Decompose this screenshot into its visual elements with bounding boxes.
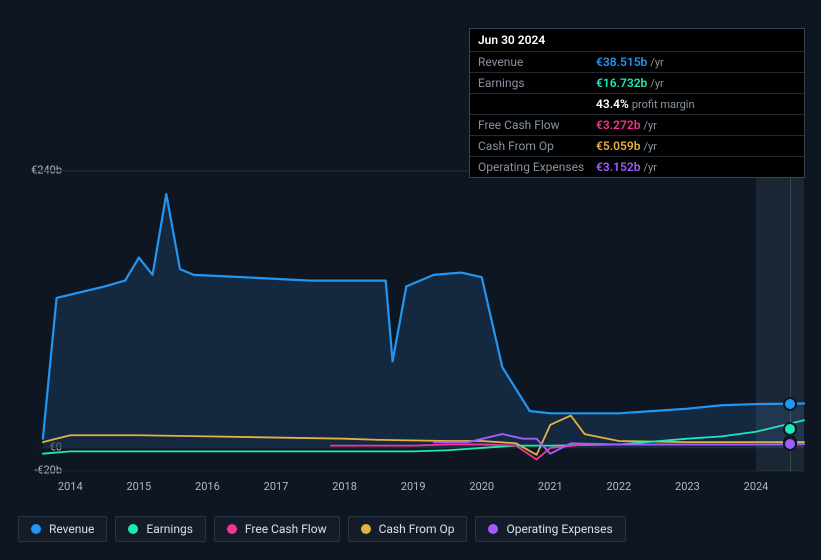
tooltip-row-suffix: /yr: [643, 140, 656, 153]
cursor-dot: [783, 437, 797, 451]
cursor-dot: [783, 422, 797, 436]
x-axis-label: 2021: [538, 480, 563, 493]
chart-area: €240b€0-€20b 201420152016201720182019202…: [18, 150, 808, 510]
x-axis-label: 2017: [264, 480, 289, 493]
x-axis-label: 2018: [332, 480, 357, 493]
plot-area[interactable]: [36, 170, 804, 471]
legend-item[interactable]: Operating Expenses: [475, 516, 625, 542]
tooltip-row: 43.4%profit margin: [470, 94, 804, 115]
legend-swatch: [31, 524, 41, 534]
tooltip-row-suffix: /yr: [643, 161, 656, 174]
x-axis-label: 2015: [126, 480, 151, 493]
x-axis-label: 2024: [744, 480, 769, 493]
x-axis-label: 2020: [469, 480, 494, 493]
legend-label: Free Cash Flow: [245, 522, 327, 536]
chart-legend: Revenue Earnings Free Cash Flow Cash From O…: [18, 516, 626, 542]
tooltip-row-label: Cash From Op: [478, 139, 596, 153]
x-axis-label: 2023: [675, 480, 700, 493]
financials-chart-widget: { "tooltip": { "date": "Jun 30 2024", "r…: [0, 0, 821, 560]
tooltip-row-label: Earnings: [478, 76, 596, 90]
tooltip-row-value: 43.4%: [596, 97, 629, 111]
tooltip-row-suffix: /yr: [650, 77, 663, 90]
tooltip-row-suffix: profit margin: [632, 98, 695, 111]
tooltip-row: Earnings€16.732b/yr: [470, 73, 804, 94]
legend-swatch: [227, 524, 237, 534]
chart-tooltip: Jun 30 2024 Revenue€38.515b/yrEarnings€1…: [469, 28, 805, 178]
x-axis-label: 2016: [195, 480, 220, 493]
legend-label: Earnings: [146, 522, 193, 536]
tooltip-row-value: €3.152b: [596, 160, 640, 174]
tooltip-row-value: €3.272b: [596, 118, 640, 132]
x-axis-label: 2014: [58, 480, 83, 493]
tooltip-row: Revenue€38.515b/yr: [470, 52, 804, 73]
legend-label: Operating Expenses: [506, 522, 612, 536]
tooltip-row-label: Revenue: [478, 55, 596, 69]
tooltip-row: Cash From Op€5.059b/yr: [470, 136, 804, 157]
legend-item[interactable]: Cash From Op: [348, 516, 468, 542]
tooltip-row: Free Cash Flow€3.272b/yr: [470, 115, 804, 136]
legend-item[interactable]: Earnings: [115, 516, 206, 542]
x-axis-label: 2019: [401, 480, 426, 493]
x-axis-label: 2022: [606, 480, 631, 493]
legend-label: Cash From Op: [379, 522, 455, 536]
tooltip-row-suffix: /yr: [643, 119, 656, 132]
tooltip-row-label: Free Cash Flow: [478, 118, 596, 132]
tooltip-row-value: €5.059b: [596, 139, 640, 153]
legend-swatch: [361, 524, 371, 534]
tooltip-row-value: €16.732b: [596, 76, 647, 90]
tooltip-row-suffix: /yr: [650, 56, 663, 69]
x-axis: 2014 2015 2016 2017 2018 2019 2020 2021 2022 2023…: [36, 480, 804, 498]
legend-item[interactable]: Free Cash Flow: [214, 516, 340, 542]
legend-swatch: [488, 524, 498, 534]
tooltip-row-value: €38.515b: [596, 55, 647, 69]
tooltip-row-label: Operating Expenses: [478, 160, 596, 174]
tooltip-date: Jun 30 2024: [470, 29, 804, 52]
tooltip-row: Operating Expenses€3.152b/yr: [470, 157, 804, 177]
legend-label: Revenue: [49, 522, 94, 536]
legend-swatch: [128, 524, 138, 534]
legend-item[interactable]: Revenue: [18, 516, 107, 542]
cursor-dot: [783, 397, 797, 411]
